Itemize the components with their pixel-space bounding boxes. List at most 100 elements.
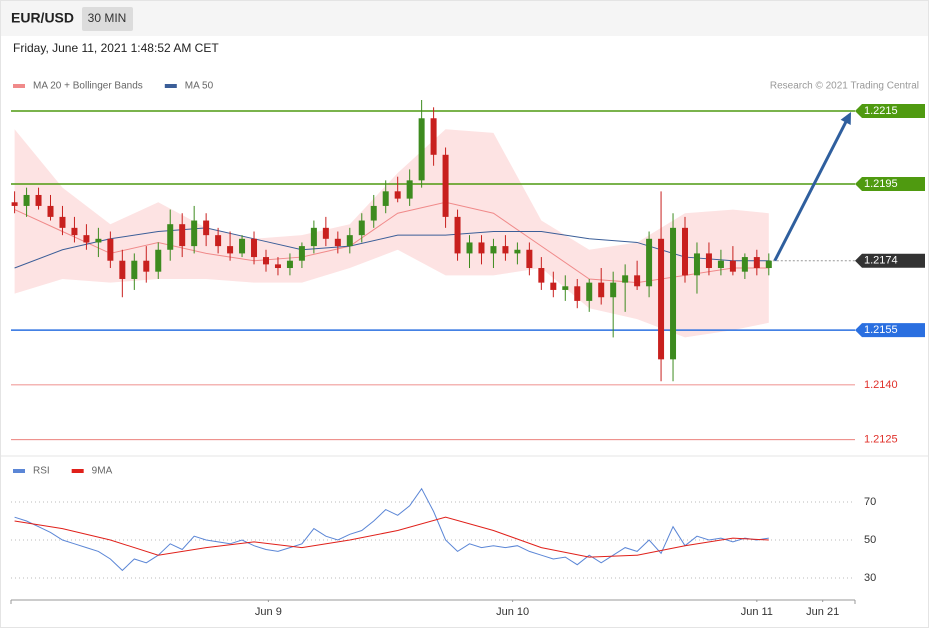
level-badge <box>855 103 925 118</box>
level-badge <box>855 177 925 192</box>
x-tick-label: Jun 9 <box>255 606 282 618</box>
candle-body <box>418 118 425 181</box>
x-tick-label: Jun 10 <box>496 606 529 618</box>
candle-body <box>442 154 449 217</box>
candle-body <box>131 260 138 279</box>
interval[interactable]: 30 MIN <box>88 11 127 25</box>
candle-body <box>729 260 736 272</box>
forecast-arrow <box>773 118 849 262</box>
forecast-arrowhead <box>840 111 851 125</box>
candle-body <box>143 260 150 272</box>
level-label: 1.2125 <box>864 434 898 446</box>
candle-body <box>167 224 174 250</box>
bollinger-band <box>14 129 769 338</box>
moving-average <box>14 201 769 284</box>
legend-label: RSI <box>33 466 50 477</box>
candle-body <box>71 227 78 236</box>
candle-body <box>262 257 269 265</box>
candle-body <box>239 238 246 254</box>
series-line <box>14 516 769 558</box>
candle-body <box>705 253 712 269</box>
candle-body <box>430 118 437 155</box>
level-label: 1.2174 <box>864 255 898 267</box>
candle-body <box>107 238 114 261</box>
candle-body <box>526 249 533 269</box>
candle-body <box>682 227 689 276</box>
legend-swatch <box>13 84 25 88</box>
legend-label: MA 50 <box>185 81 214 92</box>
candle-body <box>286 260 293 269</box>
candle-body <box>203 220 210 236</box>
candle-body <box>346 235 353 247</box>
candle-body <box>370 205 377 221</box>
legend-label: 9MA <box>92 466 113 477</box>
x-tick-label: Jun 11 <box>741 606 773 618</box>
moving-average <box>14 227 769 269</box>
header-bar <box>1 1 928 36</box>
y-tick-label: 50 <box>864 534 876 546</box>
level-badge <box>855 253 925 268</box>
candle-body <box>490 246 497 254</box>
candle-body <box>753 257 760 269</box>
candle-body <box>322 227 329 239</box>
level-label: 1.2155 <box>864 324 898 336</box>
candle-body <box>179 224 186 247</box>
candle-body <box>514 249 521 254</box>
level-label: 1.2215 <box>864 105 898 117</box>
candle-body <box>406 180 413 199</box>
candle-body <box>358 220 365 236</box>
candle-body <box>227 246 234 254</box>
candle-body <box>11 202 18 206</box>
candle-body <box>598 282 605 298</box>
candle-body <box>334 238 341 247</box>
candle-body <box>646 238 653 287</box>
interval-button[interactable] <box>82 7 133 31</box>
candle-body <box>394 191 401 199</box>
candle-body <box>382 191 389 206</box>
legend-swatch <box>164 84 177 88</box>
candle-body <box>610 282 617 298</box>
candle-body <box>155 249 162 272</box>
candle-body <box>562 286 569 290</box>
candle-body <box>83 235 90 243</box>
candle-body <box>310 227 317 247</box>
candle-body <box>119 260 126 279</box>
candle-body <box>634 275 641 287</box>
candle-body <box>59 216 66 228</box>
candle-body <box>622 275 629 283</box>
candle-body <box>478 242 485 254</box>
candle-body <box>95 238 102 243</box>
y-tick-label: 70 <box>864 496 876 508</box>
candle-body <box>741 257 748 272</box>
series-line <box>14 487 769 572</box>
legend-label: MA 20 + Bollinger Bands <box>33 81 143 92</box>
candle-body <box>215 235 222 247</box>
candle-body <box>47 205 54 217</box>
datetime: Friday, June 11, 2021 1:48:52 AM CET <box>13 41 219 55</box>
candle-body <box>658 238 665 360</box>
candle-body <box>502 246 509 254</box>
y-tick-label: 30 <box>864 572 876 584</box>
candle-body <box>574 286 581 301</box>
x-tick-label: Jun 21 <box>806 606 839 618</box>
candle-body <box>693 253 700 276</box>
candle-body <box>23 194 30 206</box>
symbol: EUR/USD <box>11 10 74 26</box>
credit: Research © 2021 Trading Central <box>770 81 919 92</box>
candle-body <box>586 282 593 301</box>
legend-swatch <box>71 469 84 473</box>
candle-body <box>251 238 258 258</box>
level-label: 1.2140 <box>864 379 898 391</box>
legend-swatch <box>13 469 25 473</box>
candle-body <box>717 260 724 269</box>
candle-body <box>35 194 42 206</box>
level-badge <box>855 323 925 338</box>
level-label: 1.2195 <box>864 178 898 190</box>
candle-body <box>670 227 677 360</box>
candle-body <box>191 220 198 247</box>
candle-body <box>274 264 281 269</box>
candle-body <box>765 260 772 269</box>
